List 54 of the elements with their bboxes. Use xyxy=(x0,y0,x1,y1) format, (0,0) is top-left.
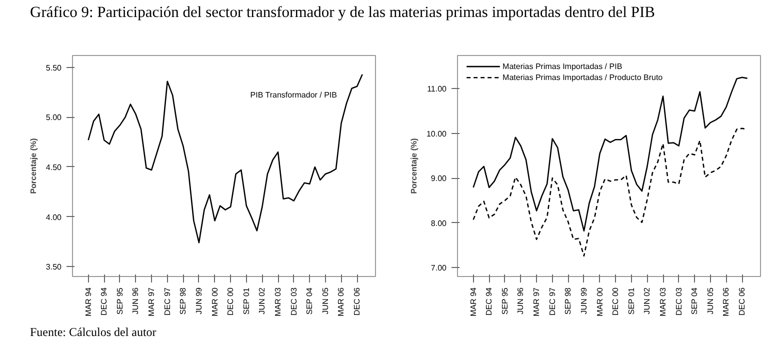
y-tick-label: 7.00 xyxy=(430,264,448,273)
y-tick-label: 8.00 xyxy=(430,218,448,228)
x-tick-label: MAR 03 xyxy=(658,286,668,316)
y-tick-label: 9.00 xyxy=(430,174,448,184)
x-tick-label: JUN 99 xyxy=(194,286,204,314)
x-tick-label: DEC 94 xyxy=(100,286,109,316)
x-tick-label: DEC 06 xyxy=(738,286,747,316)
x-tick-label: DEC 03 xyxy=(674,286,684,316)
x-tick-label: SEP 01 xyxy=(242,287,251,315)
x-tick-label: DEC 06 xyxy=(352,286,362,316)
x-tick-label: SEP 95 xyxy=(500,287,510,315)
x-tick-label: DEC 00 xyxy=(226,286,236,316)
x-tick-label: DEC 94 xyxy=(484,286,494,316)
x-tick-label: SEP 95 xyxy=(115,287,124,315)
x-tick-label: MAR 00 xyxy=(595,286,604,316)
x-tick-label: DEC 97 xyxy=(548,286,557,316)
y-tick-label: 11.00 xyxy=(427,84,448,94)
x-tick-label: SEP 98 xyxy=(564,287,573,315)
x-tick-label: MAR 94 xyxy=(468,286,478,316)
x-tick-label: JUN 02 xyxy=(258,286,267,314)
y-tick-label: 3.50 xyxy=(46,262,62,272)
legend-label: Materias Primas Importadas / PIB xyxy=(502,62,622,72)
x-tick-label: MAR 00 xyxy=(210,286,220,316)
source-note: Fuente: Cálculos del autor xyxy=(30,324,156,341)
x-tick-label: SEP 98 xyxy=(178,287,188,315)
series-label: PIB Transformador / PIB xyxy=(250,90,337,100)
x-tick-label: JUN 96 xyxy=(516,286,526,314)
line-series xyxy=(88,74,363,244)
x-tick-label: MAR 06 xyxy=(722,286,731,316)
x-tick-label: MAR 97 xyxy=(147,286,156,316)
x-tick-label: JUN 99 xyxy=(579,286,588,314)
x-tick-label: JUN 05 xyxy=(706,286,715,314)
chart-title: Gráfico 9: Participación del sector transformador y de las materias primas importadas dentro del PIB xyxy=(30,4,656,22)
y-tick-label: 5.50 xyxy=(46,63,62,72)
legend-label: Materias Primas Importadas / Producto Bruto xyxy=(502,73,664,82)
x-tick-label: MAR 94 xyxy=(84,286,93,316)
x-tick-label: JUN 02 xyxy=(642,286,652,314)
x-tick-label: SEP 01 xyxy=(626,287,636,315)
x-tick-label: JUN 96 xyxy=(131,286,140,314)
x-tick-label: MAR 97 xyxy=(532,286,542,316)
y-tick-label: 5.00 xyxy=(46,113,62,122)
x-tick-label: DEC 97 xyxy=(162,286,172,316)
y-axis-title: Porcentaje (%) xyxy=(409,138,418,194)
y-tick-label: 10.00 xyxy=(426,129,448,138)
x-tick-label: MAR 03 xyxy=(274,286,283,316)
x-tick-label: JUN 05 xyxy=(320,286,330,314)
x-tick-label: DEC 00 xyxy=(611,286,620,316)
x-tick-label: MAR 06 xyxy=(336,286,346,316)
x-tick-label: SEP 04 xyxy=(690,287,700,315)
x-tick-label: DEC 03 xyxy=(289,286,298,316)
x-tick-label: SEP 04 xyxy=(305,287,314,315)
y-axis-title: Porcentaje (%) xyxy=(28,138,38,194)
y-tick-label: 4.50 xyxy=(46,162,62,172)
y-tick-label: 4.00 xyxy=(46,212,62,222)
